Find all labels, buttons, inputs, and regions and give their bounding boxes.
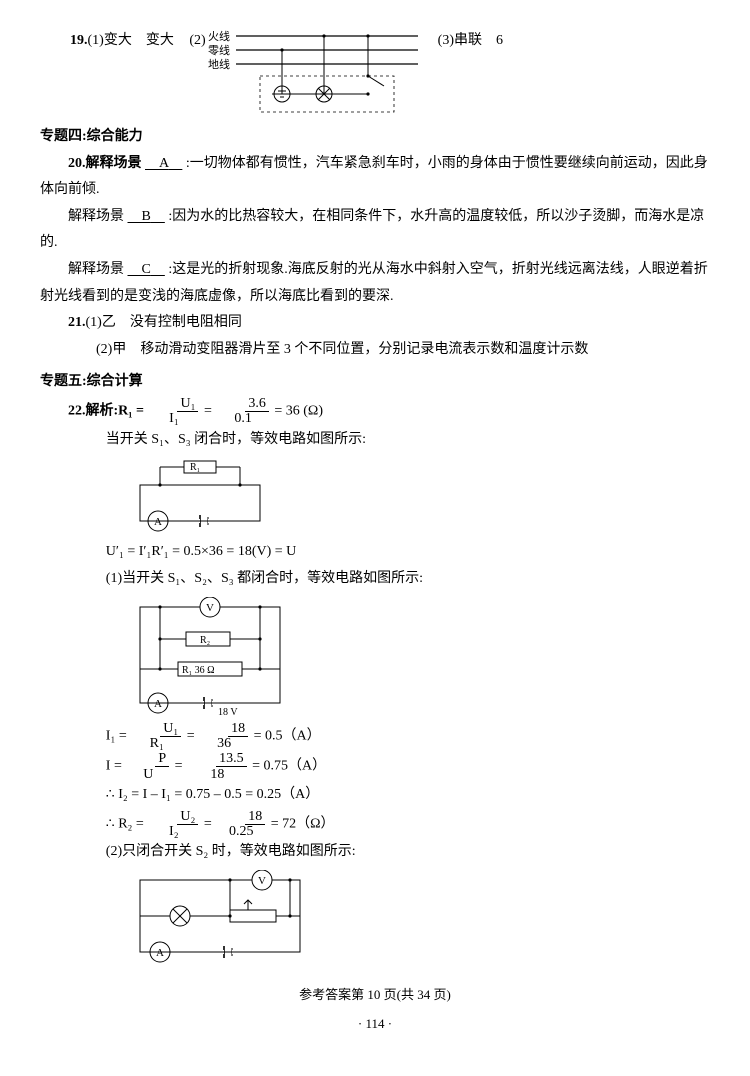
fig2-r1: R₁ 36 Ω — [182, 665, 215, 676]
fig2-a: A — [154, 698, 162, 710]
fig1-r1-label: R₁ — [190, 462, 200, 473]
figure-s2-only: V A — [130, 870, 710, 965]
q19-row: 19.(1)变大 变大 (2) 火线 零线 地线 — [40, 28, 710, 118]
q20-c-letter: C — [128, 262, 165, 277]
q22-l5: I₁ = U₁R₁ = 1836 = 0.5（A） — [40, 721, 710, 752]
fig2-v: V — [206, 602, 214, 614]
q20-a: 20.解释场景 A :一切物体都有惯性，汽车紧急刹车时，小雨的身体由于惯性要继续… — [40, 151, 710, 204]
household-circuit-figure: 火线 零线 地线 — [208, 28, 428, 118]
frac-u1-i1: U₁I₁ — [147, 396, 200, 427]
q20-a-letter: A — [145, 156, 182, 171]
circuit-svg: 火线 零线 地线 — [208, 28, 428, 118]
q19-p2: (2) — [189, 33, 205, 48]
q22-l6: I = PU = 13.518 = 0.75（A） — [40, 751, 710, 782]
fig2-r2: R₂ — [200, 635, 210, 646]
q19-part3: (3)串联 6 — [438, 28, 503, 55]
fig1-ammeter-label: A — [154, 516, 162, 528]
fig2-src: 18 V — [218, 707, 238, 717]
q22-l1: 22.解析:R₁ = U₁I₁ = 3.60.1 = 36 (Ω) — [40, 396, 710, 427]
q19-a: (1)变大 变大 — [88, 33, 174, 48]
q22-l7: ∴ I₂ = I – I₁ = 0.75 – 0.5 = 0.25（A） — [40, 782, 710, 809]
q20-b-letter: B — [128, 209, 165, 224]
wire-label-neutral: 零线 — [208, 43, 230, 57]
wire-label-ground: 地线 — [208, 57, 230, 71]
q20-b-lead: 解释场景 — [68, 209, 124, 224]
q21-1: 21.(1)乙 没有控制电阻相同 — [40, 310, 710, 337]
q22-l4: (1)当开关 S₁、S₂、S₃ 都闭合时，等效电路如图所示: — [40, 566, 710, 593]
q19-num: 19. — [70, 33, 88, 48]
fig3-a: A — [156, 947, 164, 959]
page-number: · 114 · — [40, 1012, 710, 1037]
wire-label-live: 火线 — [208, 29, 230, 43]
q22-l2: 当开关 S₁、S₃ 闭合时，等效电路如图所示: — [40, 427, 710, 454]
q20-lead: 20.解释场景 — [68, 156, 142, 171]
q20-c: 解释场景 C :这是光的折射现象.海底反射的光从海水中斜射入空气，折射光线远离法… — [40, 257, 710, 310]
q20-c-lead: 解释场景 — [68, 262, 124, 277]
fig3-v: V — [258, 875, 266, 887]
figure-s1s3: R₁ A — [130, 457, 710, 535]
section5-header: 专题五:综合计算 — [40, 369, 710, 396]
footer-text: 参考答案第 10 页(共 34 页) — [40, 983, 710, 1008]
q22-l3: U′₁ = I′₁R′₁ = 0.5×36 = 18(V) = U — [40, 539, 710, 566]
q20-b: 解释场景 B :因为水的比热容较大，在相同条件下，水升高的温度较低，所以沙子烫脚… — [40, 204, 710, 257]
q19-part1: 19.(1)变大 变大 (2) — [70, 28, 206, 55]
frac-36-01: 3.60.1 — [215, 396, 271, 427]
figure-all-closed: V R₂ R₁ 36 Ω A 18 V — [130, 597, 710, 717]
q22-l8: ∴ R₂ = U₂I₂ = 180.25 = 72（Ω） — [40, 809, 710, 840]
section4-header: 专题四:综合能力 — [40, 124, 710, 151]
q22-l9: (2)只闭合开关 S₂ 时，等效电路如图所示: — [40, 839, 710, 866]
q22-lead: 22.解析:R₁ = — [68, 404, 147, 419]
q21-2: (2)甲 移动滑动变阻器滑片至 3 个不同位置，分别记录电流表示数和温度计示数 — [40, 337, 710, 364]
